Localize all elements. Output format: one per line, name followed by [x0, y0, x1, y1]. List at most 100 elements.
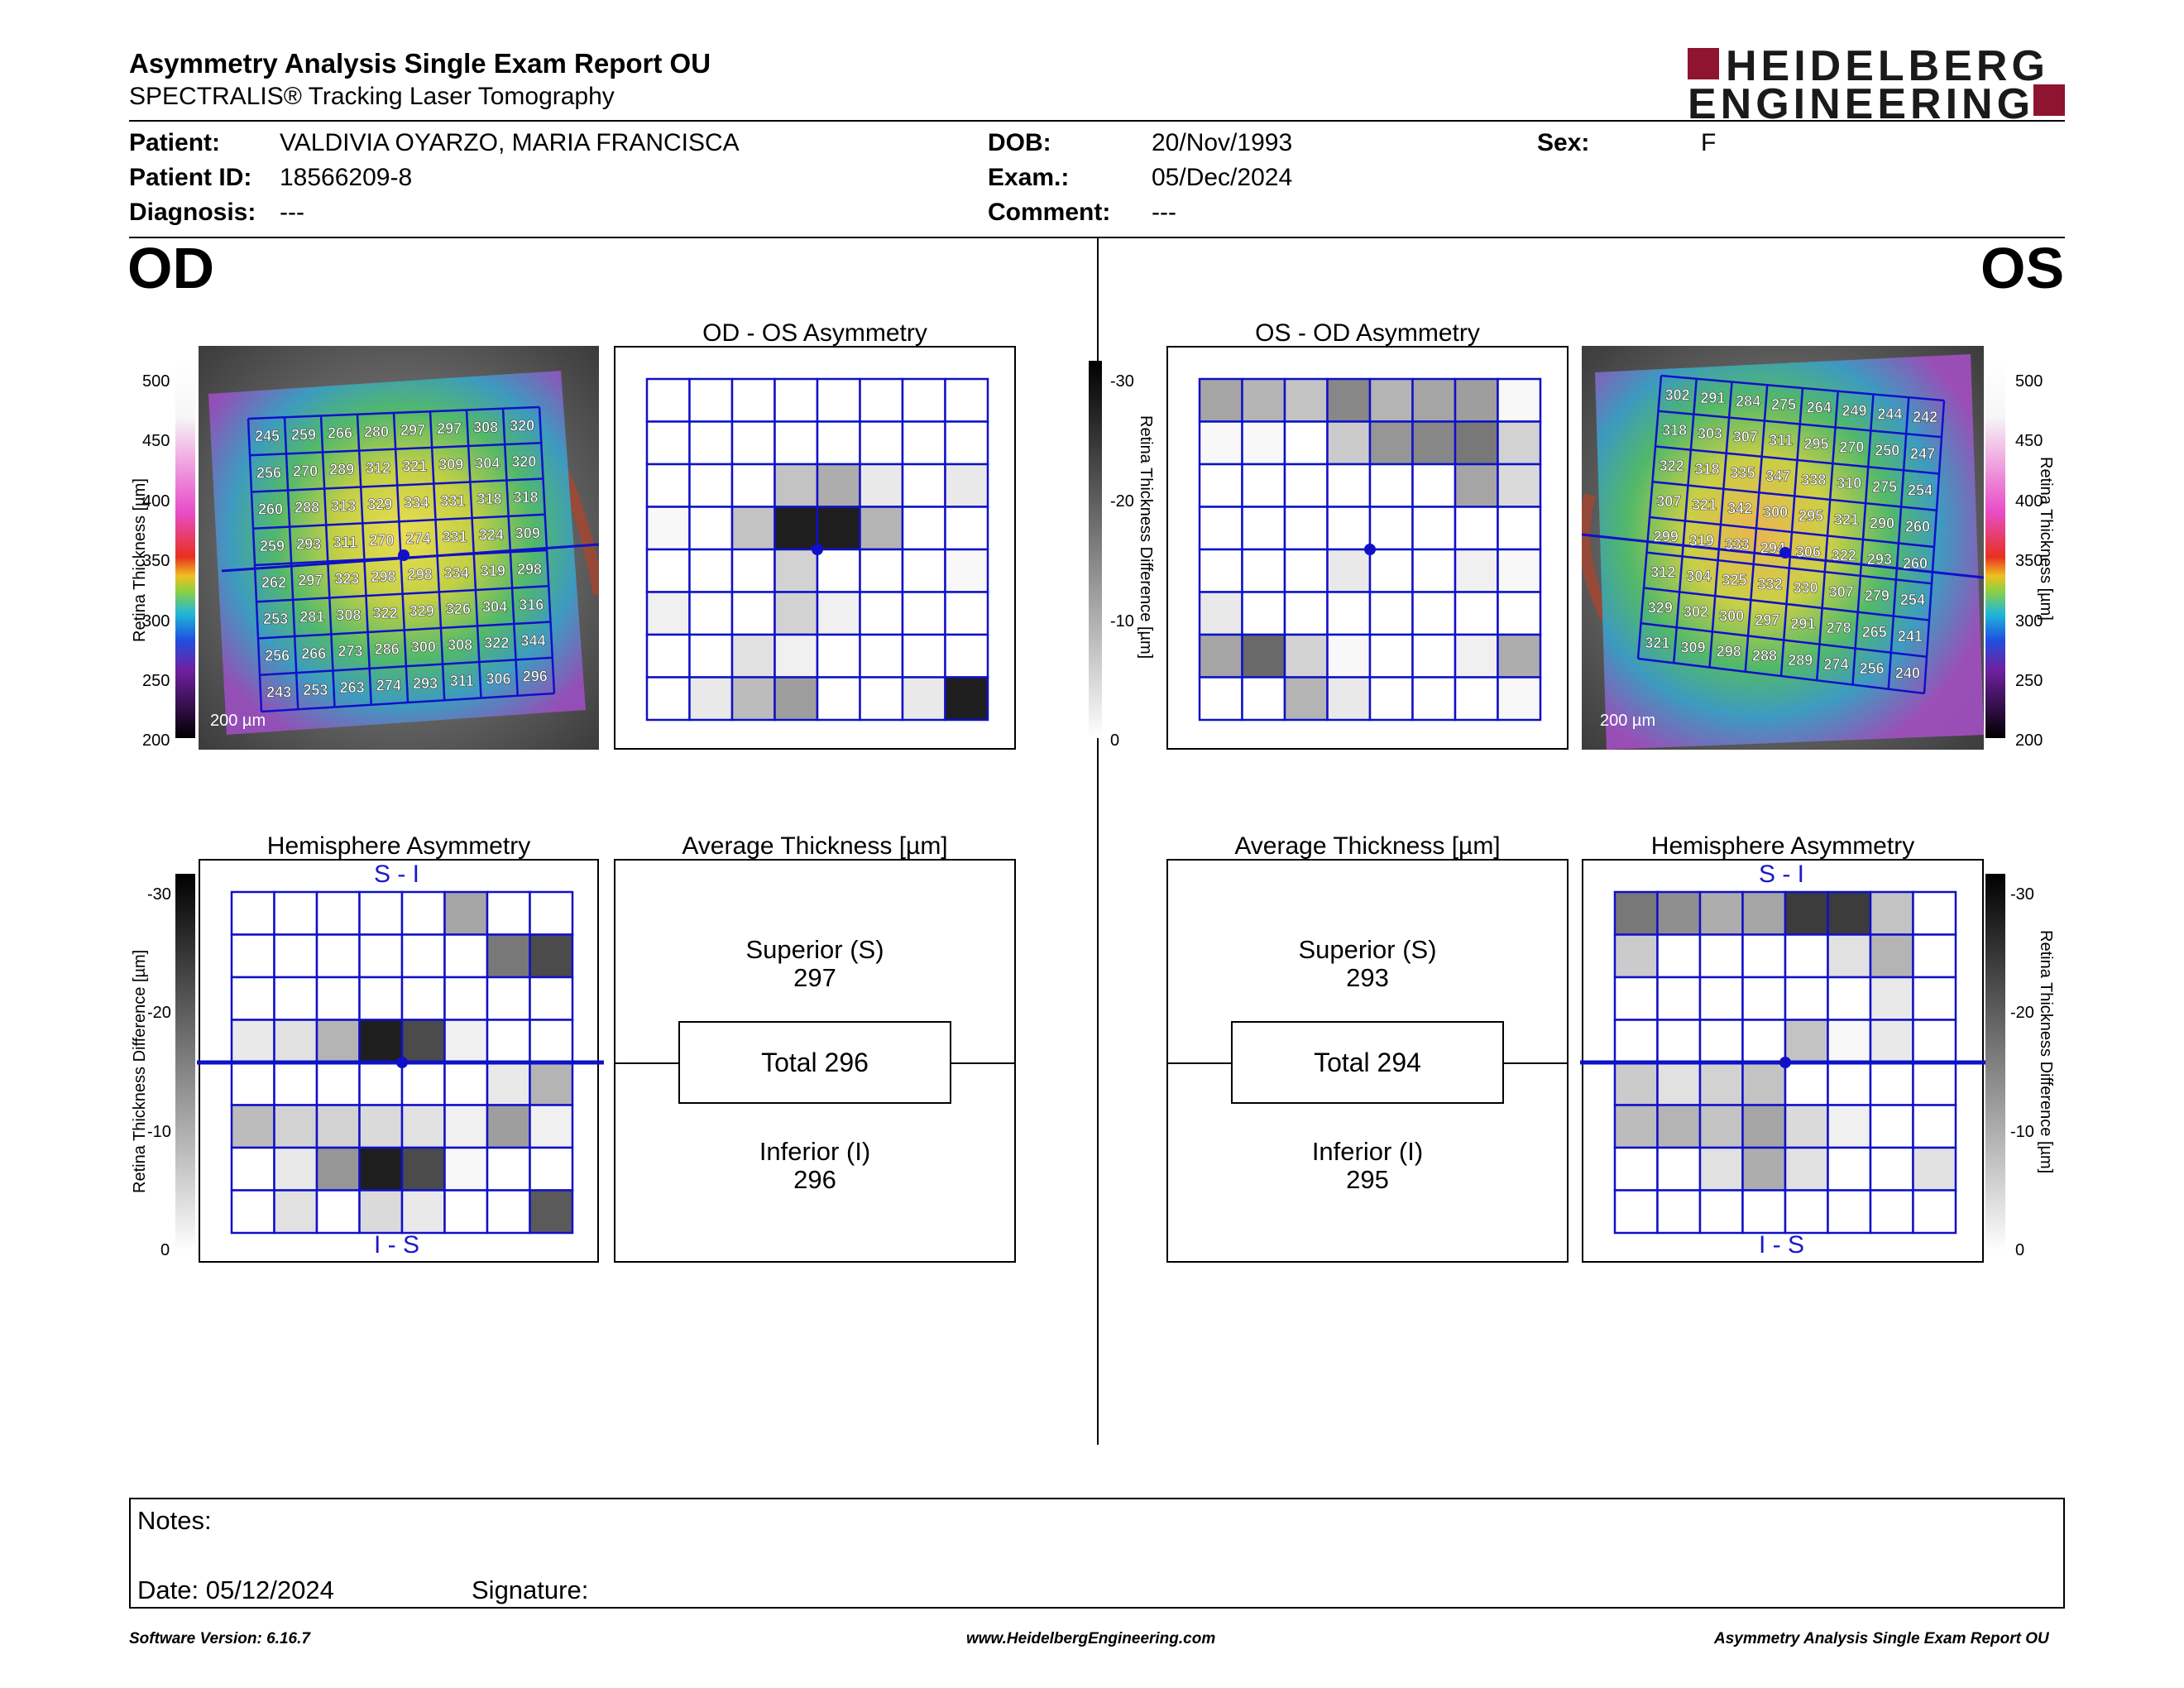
grid-cell	[730, 633, 776, 679]
grid-cell	[1368, 676, 1414, 722]
grid-cell	[1912, 976, 1957, 1021]
grid-cell	[400, 1061, 446, 1106]
os-asym-panel	[1166, 346, 1569, 750]
od-total-box: Total 296	[678, 1021, 951, 1104]
thickness-value: 310	[1837, 475, 1861, 492]
od-inferior-value: 296	[793, 1165, 836, 1194]
footer-website: www.HeidelbergEngineering.com	[966, 1630, 1216, 1647]
od-inferior-label: Inferior (I)	[759, 1137, 871, 1166]
grid-cell	[273, 933, 318, 979]
grid-cell	[859, 506, 904, 551]
tick: -20	[2010, 1004, 2034, 1022]
grid-cell	[315, 1061, 361, 1106]
thickness-value: 288	[295, 500, 319, 516]
thickness-value: 322	[1832, 548, 1856, 564]
grid-cell	[443, 976, 489, 1021]
grid-cell	[1912, 890, 1957, 936]
od-hemi-title: Hemisphere Asymmetry	[266, 832, 531, 860]
notes-signature: Signature:	[472, 1575, 589, 1604]
grid-cell	[1454, 676, 1499, 722]
thickness-value: 262	[261, 574, 286, 591]
thickness-value: 312	[366, 460, 390, 477]
grid-cell	[1698, 1061, 1744, 1106]
thickness-value: 241	[1898, 628, 1923, 645]
grid-cell	[1656, 976, 1702, 1021]
thickness-value: 320	[511, 453, 536, 470]
grid-cell	[273, 1061, 318, 1106]
thickness-value: 274	[1823, 656, 1848, 673]
grid-cell	[816, 548, 861, 593]
thickness-value: 260	[258, 501, 283, 518]
tick: 350	[142, 552, 170, 570]
thickness-value: 254	[1900, 592, 1925, 608]
tick: 400	[2015, 492, 2043, 511]
footer-version: Software Version: 6.16.7	[129, 1630, 310, 1647]
grid-cell	[400, 1104, 446, 1149]
thickness-value: 321	[402, 458, 427, 475]
od-superior-label: Superior (S)	[745, 935, 884, 964]
thickness-value: 290	[1870, 515, 1894, 531]
thickness-value: 329	[367, 496, 392, 512]
thickness-value: 309	[1681, 639, 1706, 655]
grid-cell	[486, 976, 531, 1021]
thickness-value: 274	[405, 530, 430, 547]
grid-line	[429, 411, 446, 701]
grid-cell	[1497, 377, 1542, 423]
thickness-value: 303	[1698, 425, 1722, 442]
grid-cell	[273, 1189, 318, 1235]
od-hemi-top-label: S - I	[374, 861, 420, 888]
thickness-value: 306	[486, 670, 511, 687]
thickness-value: 278	[1827, 620, 1851, 636]
grid-cell	[944, 591, 989, 636]
grid-cell	[1656, 1019, 1702, 1064]
grid-cell	[315, 1189, 361, 1235]
grid-cell	[816, 420, 861, 466]
grid-cell	[1741, 976, 1787, 1021]
od-asym-grid	[645, 377, 989, 726]
grid-cell	[645, 506, 691, 551]
os-thickness-colorbar	[1985, 361, 2005, 738]
grid-cell	[730, 676, 776, 722]
grid-cell	[529, 1061, 574, 1106]
od-asym-title: OD - OS Asymmetry	[702, 319, 927, 347]
grid-line	[1637, 657, 1925, 695]
grid-cell	[1241, 506, 1286, 551]
grid-cell	[1326, 591, 1372, 636]
grid-cell	[1368, 548, 1414, 593]
grid-cell	[1198, 591, 1243, 636]
grid-cell	[273, 976, 318, 1021]
grid-cell	[1454, 463, 1499, 508]
grid-cell	[1698, 1104, 1744, 1149]
grid-cell	[358, 933, 404, 979]
tick: 400	[142, 492, 170, 511]
sex-value: F	[1701, 129, 1717, 156]
grid-cell	[273, 1104, 318, 1149]
grid-cell	[1411, 420, 1457, 466]
grid-line	[259, 656, 553, 676]
grid-cell	[1827, 1146, 1872, 1192]
grid-cell	[1656, 1061, 1702, 1106]
grid-cell	[230, 1104, 275, 1149]
grid-cell	[901, 633, 946, 679]
thickness-value: 256	[256, 464, 281, 481]
grid-cell	[1411, 591, 1457, 636]
thickness-value: 242	[1913, 409, 1937, 425]
os-thickness-axis-label: Retina Thickness [µm]	[2037, 457, 2055, 621]
grid-cell	[774, 591, 819, 636]
grid-cell	[1784, 976, 1829, 1021]
logo-line-1: HEIDELBERG	[1726, 42, 2049, 90]
grid-cell	[944, 377, 989, 423]
thickness-value: 302	[1684, 603, 1708, 620]
grid-cell	[1368, 633, 1414, 679]
grid-cell	[1869, 1061, 1914, 1106]
grid-cell	[315, 890, 361, 936]
eye-divider	[1097, 238, 1099, 1445]
grid-cell	[529, 1189, 574, 1235]
thickness-value: 299	[1654, 529, 1679, 545]
thickness-value: 311	[450, 673, 474, 689]
od-hemi-axis-label: Retina Thickness Difference [µm]	[131, 949, 149, 1193]
grid-cell	[358, 1019, 404, 1064]
os-asym-title: OS - OD Asymmetry	[1255, 319, 1480, 347]
os-fundus-map: 302 291 284 275 264 249 244 242 318 303 307 311 295 2…	[1582, 346, 1984, 750]
grid-cell	[1454, 377, 1499, 423]
